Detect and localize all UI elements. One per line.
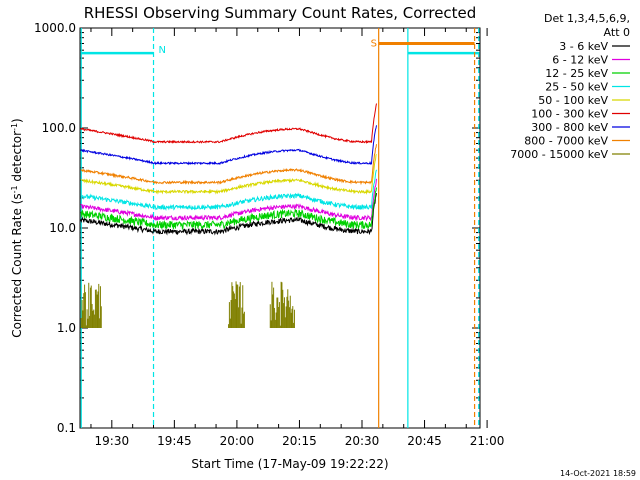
y-axis-label: Corrected Count Rate (s-1 detector-1) — [10, 118, 25, 337]
legend-label: 100 - 300 keV — [531, 108, 608, 121]
series-line — [80, 125, 377, 166]
series-group — [80, 103, 377, 328]
chart-title: RHESSI Observing Summary Count Rates, Co… — [84, 4, 477, 22]
observing-intervals: NS — [80, 28, 480, 428]
legend-label: 25 - 50 keV — [545, 81, 608, 94]
y-tick-label: 1.0 — [57, 321, 76, 335]
x-tick-label: 20:15 — [282, 434, 317, 448]
footer-timestamp: 14-Oct-2021 18:59 — [560, 469, 636, 478]
series-line — [80, 178, 377, 222]
y-axis-label-end: ) — [10, 118, 24, 123]
x-tick-label: 20:00 — [220, 434, 255, 448]
y-axis-label-mid: detector — [10, 131, 24, 186]
x-axis-ticks: 19:30 19:45 20:00 20:15 20:30 20:45 21:00 — [90, 28, 505, 448]
series-line — [80, 154, 377, 195]
legend-header-line2: Att 0 — [604, 26, 630, 39]
series-line — [80, 103, 377, 144]
x-tick-label: 20:45 — [407, 434, 442, 448]
x-tick-label: 20:30 — [345, 434, 380, 448]
legend-label: 800 - 7000 keV — [524, 135, 608, 148]
interval-label: S — [371, 38, 377, 49]
legend-label: 300 - 800 keV — [531, 121, 608, 134]
y-tick-label: 100.0 — [42, 121, 76, 135]
y-axis-label-main: Corrected Count Rate (s — [10, 193, 24, 337]
x-tick-label: 19:30 — [95, 434, 130, 448]
y-tick-label: 10.0 — [49, 221, 76, 235]
interval-label: N — [159, 45, 166, 56]
x-tick-label: 21:00 — [470, 434, 505, 448]
y-axis-label-sup1: -1 — [10, 185, 19, 193]
legend-label: 7000 - 15000 keV — [510, 148, 608, 161]
y-tick-label: 1000.0 — [34, 21, 76, 35]
x-axis-label: Start Time (17-May-09 19:22:22) — [191, 457, 388, 471]
series-line — [80, 144, 377, 186]
series-line — [80, 187, 377, 231]
legend-label: 12 - 25 keV — [545, 67, 608, 80]
legend-label: 6 - 12 keV — [552, 54, 608, 67]
legend-header-line1: Det 1,3,4,5,6,9, — [544, 12, 630, 25]
legend-label: 50 - 100 keV — [538, 94, 608, 107]
series-line — [80, 193, 377, 236]
y-axis-ticks: 1000.0 100.0 10.0 1.0 0.1 — [34, 21, 480, 435]
x-tick-label: 19:45 — [157, 434, 192, 448]
legend-label: 3 - 6 keV — [559, 40, 608, 53]
plot-frame — [79, 27, 481, 429]
y-tick-label: 0.1 — [57, 421, 76, 435]
series-line — [80, 169, 377, 211]
y-axis-label-sup2: -1 — [10, 123, 19, 131]
